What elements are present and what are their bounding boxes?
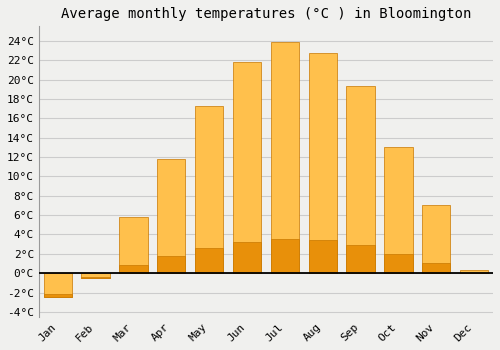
Bar <box>346 86 375 273</box>
Bar <box>308 54 337 273</box>
Bar <box>270 42 299 273</box>
Bar <box>308 240 337 273</box>
Bar <box>233 62 261 273</box>
Title: Average monthly temperatures (°C ) in Bloomington: Average monthly temperatures (°C ) in Bl… <box>60 7 471 21</box>
Bar <box>422 205 450 273</box>
Bar <box>44 294 72 298</box>
Bar <box>157 256 186 273</box>
Bar <box>195 248 224 273</box>
Bar <box>384 254 412 273</box>
Bar <box>384 147 412 273</box>
Bar <box>82 277 110 278</box>
Bar <box>119 265 148 273</box>
Bar <box>422 263 450 273</box>
Bar <box>195 106 224 273</box>
Bar <box>270 238 299 273</box>
Bar <box>346 245 375 273</box>
Bar <box>82 273 110 278</box>
Bar <box>44 273 72 298</box>
Bar <box>460 270 488 273</box>
Bar <box>157 159 186 273</box>
Bar <box>233 241 261 273</box>
Bar <box>119 217 148 273</box>
